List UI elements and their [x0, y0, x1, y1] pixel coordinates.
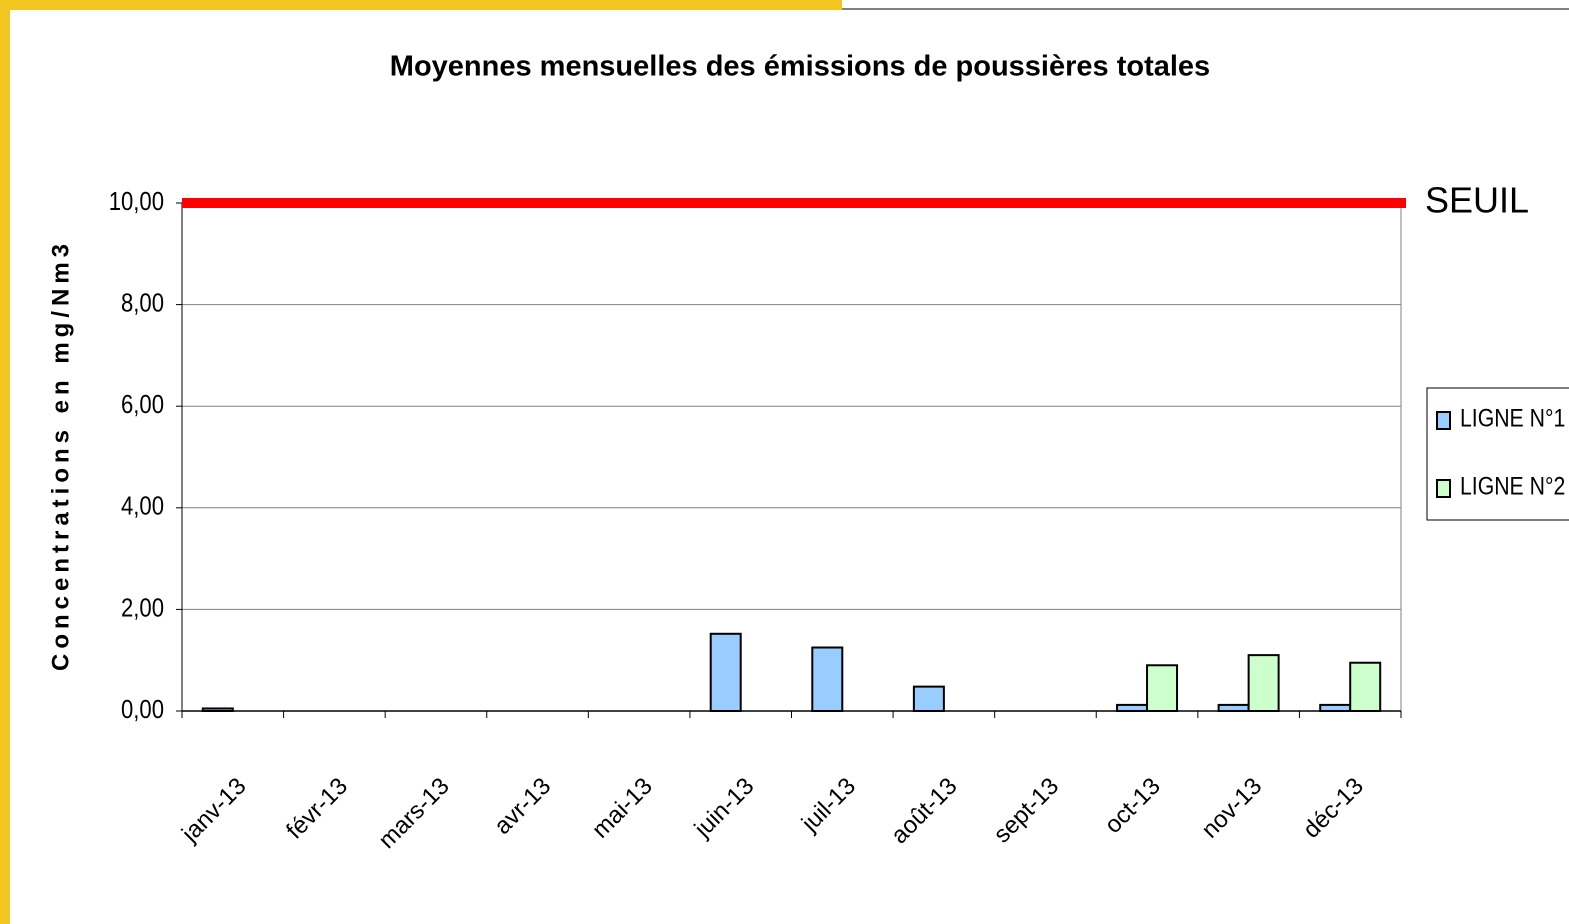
- bar: [1319, 703, 1352, 712]
- legend-swatch: [1436, 411, 1451, 430]
- legend-swatch: [1436, 479, 1451, 498]
- bar: [1146, 664, 1179, 713]
- frame-left: [0, 0, 10, 924]
- y-tick-label: 2,00: [121, 594, 164, 623]
- bar: [1349, 661, 1382, 712]
- bar: [1116, 703, 1149, 712]
- y-tick-label: 6,00: [121, 390, 164, 419]
- frame-top: [0, 0, 842, 10]
- bar: [811, 646, 844, 712]
- chart-title: Moyennes mensuelles des émissions de pou…: [390, 51, 1210, 83]
- bar: [912, 685, 945, 713]
- y-tick-label: 0,00: [121, 695, 164, 724]
- y-axis-label: Concentrations en mg/Nm3: [47, 239, 74, 671]
- y-tick-label: 10,00: [109, 187, 164, 216]
- threshold-label: SEUIL: [1425, 180, 1529, 221]
- bar: [1217, 703, 1250, 712]
- bar: [1247, 654, 1280, 712]
- legend-label: LIGNE N°2: [1460, 472, 1565, 500]
- y-tick-label: 4,00: [121, 492, 164, 521]
- bar: [709, 632, 742, 712]
- legend-label: LIGNE N°1: [1460, 404, 1565, 432]
- y-tick-label: 8,00: [121, 289, 164, 318]
